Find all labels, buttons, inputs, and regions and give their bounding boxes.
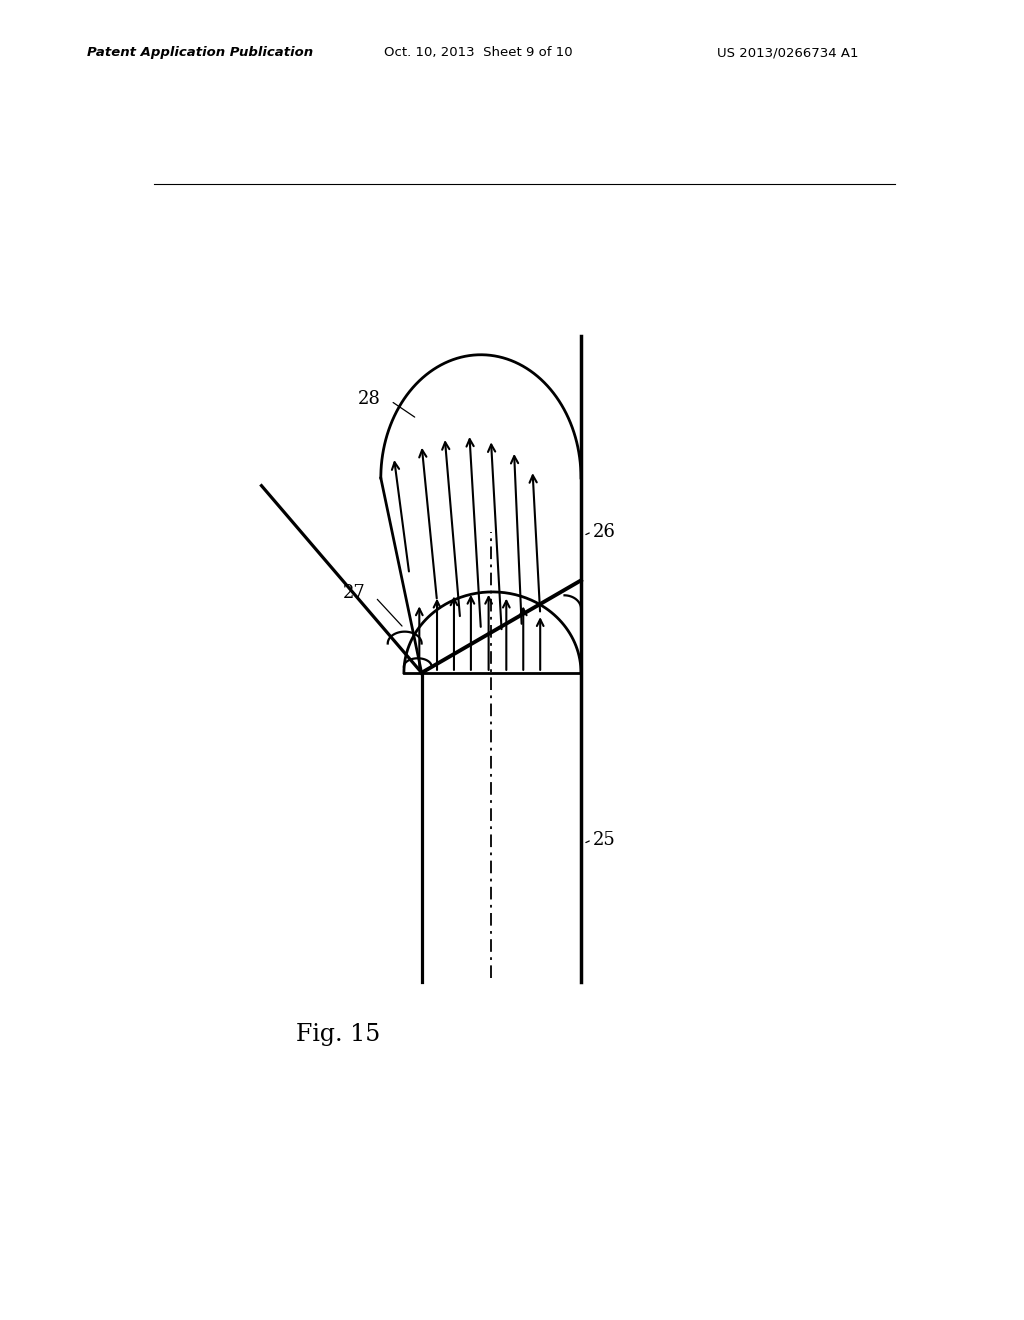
Text: 27: 27: [343, 585, 366, 602]
Text: 26: 26: [593, 523, 615, 541]
Text: 25: 25: [593, 830, 615, 849]
Text: US 2013/0266734 A1: US 2013/0266734 A1: [717, 46, 858, 59]
Text: Patent Application Publication: Patent Application Publication: [87, 46, 313, 59]
Text: 28: 28: [358, 389, 381, 408]
Text: Oct. 10, 2013  Sheet 9 of 10: Oct. 10, 2013 Sheet 9 of 10: [384, 46, 572, 59]
Text: Fig. 15: Fig. 15: [296, 1023, 380, 1047]
